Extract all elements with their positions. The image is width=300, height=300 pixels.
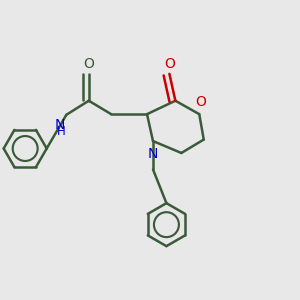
Text: N: N [148,147,158,161]
Text: O: O [83,58,94,71]
Text: H: H [57,124,65,138]
Text: O: O [164,58,175,71]
Text: N: N [55,118,65,132]
Text: O: O [195,95,206,109]
